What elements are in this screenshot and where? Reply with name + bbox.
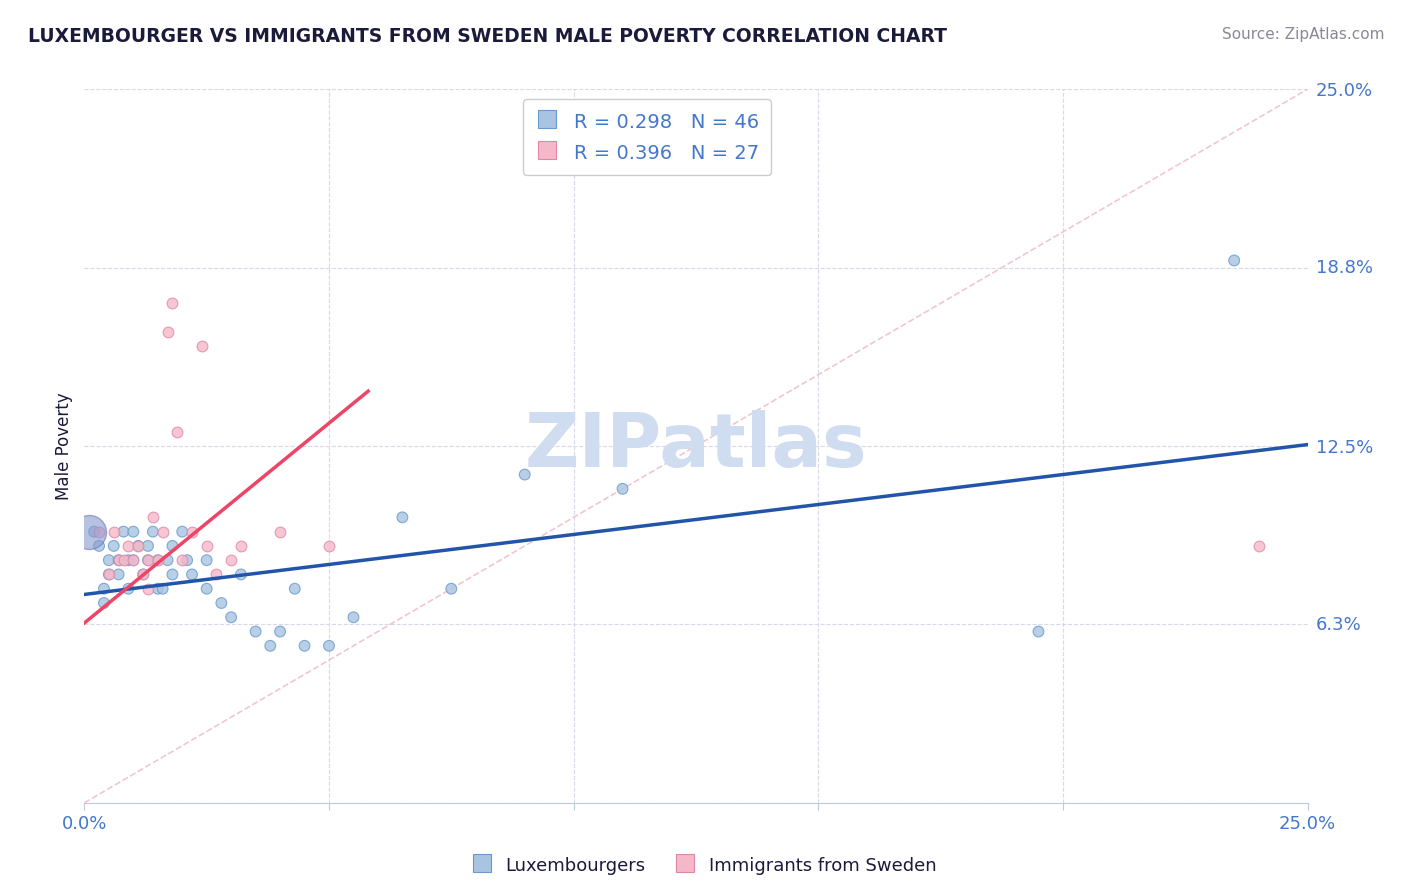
- Point: [513, 467, 536, 482]
- Point: [136, 553, 159, 567]
- Point: [112, 553, 135, 567]
- Text: ZIPatlas: ZIPatlas: [524, 409, 868, 483]
- Point: [342, 610, 364, 624]
- Point: [440, 582, 463, 596]
- Point: [156, 325, 179, 339]
- Point: [245, 624, 267, 639]
- Point: [122, 524, 145, 539]
- Point: [269, 524, 291, 539]
- Point: [156, 553, 179, 567]
- Point: [97, 567, 120, 582]
- Point: [318, 539, 340, 553]
- Legend: R = 0.298   N = 46, R = 0.396   N = 27: R = 0.298 N = 46, R = 0.396 N = 27: [523, 99, 770, 175]
- Point: [162, 296, 184, 310]
- Point: [229, 567, 252, 582]
- Point: [87, 539, 110, 553]
- Point: [122, 553, 145, 567]
- Point: [318, 639, 340, 653]
- Point: [136, 539, 159, 553]
- Point: [107, 567, 129, 582]
- Point: [97, 553, 120, 567]
- Point: [132, 567, 155, 582]
- Point: [146, 582, 169, 596]
- Point: [127, 539, 149, 553]
- Point: [117, 582, 139, 596]
- Point: [117, 539, 139, 553]
- Point: [176, 553, 198, 567]
- Text: LUXEMBOURGER VS IMMIGRANTS FROM SWEDEN MALE POVERTY CORRELATION CHART: LUXEMBOURGER VS IMMIGRANTS FROM SWEDEN M…: [28, 27, 948, 45]
- Point: [152, 582, 174, 596]
- Point: [191, 339, 214, 353]
- Point: [181, 524, 204, 539]
- Point: [142, 524, 165, 539]
- Point: [195, 553, 218, 567]
- Point: [83, 524, 105, 539]
- Point: [219, 610, 242, 624]
- Point: [152, 524, 174, 539]
- Point: [136, 553, 159, 567]
- Point: [391, 510, 413, 524]
- Point: [172, 524, 194, 539]
- Point: [112, 524, 135, 539]
- Point: [181, 567, 204, 582]
- Point: [103, 524, 125, 539]
- Point: [146, 553, 169, 567]
- Point: [209, 596, 232, 610]
- Text: Source: ZipAtlas.com: Source: ZipAtlas.com: [1222, 27, 1385, 42]
- Point: [93, 582, 115, 596]
- Point: [162, 567, 184, 582]
- Point: [136, 582, 159, 596]
- Point: [219, 553, 242, 567]
- Point: [612, 482, 634, 496]
- Point: [195, 582, 218, 596]
- Point: [162, 539, 184, 553]
- Point: [117, 553, 139, 567]
- Point: [127, 539, 149, 553]
- Point: [122, 553, 145, 567]
- Point: [146, 553, 169, 567]
- Point: [93, 596, 115, 610]
- Point: [107, 553, 129, 567]
- Point: [87, 524, 110, 539]
- Y-axis label: Male Poverty: Male Poverty: [55, 392, 73, 500]
- Point: [294, 639, 316, 653]
- Point: [1223, 253, 1246, 268]
- Point: [195, 539, 218, 553]
- Point: [142, 510, 165, 524]
- Point: [172, 553, 194, 567]
- Point: [77, 524, 100, 539]
- Point: [284, 582, 307, 596]
- Point: [259, 639, 281, 653]
- Point: [1247, 539, 1270, 553]
- Point: [205, 567, 228, 582]
- Point: [97, 567, 120, 582]
- Point: [107, 553, 129, 567]
- Point: [166, 425, 188, 439]
- Point: [269, 624, 291, 639]
- Legend: Luxembourgers, Immigrants from Sweden: Luxembourgers, Immigrants from Sweden: [463, 847, 943, 883]
- Point: [1028, 624, 1050, 639]
- Point: [103, 539, 125, 553]
- Point: [229, 539, 252, 553]
- Point: [132, 567, 155, 582]
